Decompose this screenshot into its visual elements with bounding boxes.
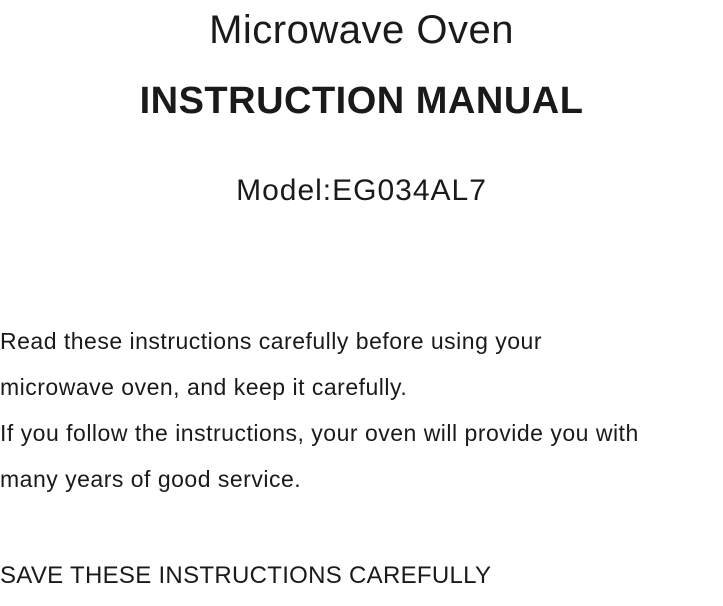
document-title: INSTRUCTION MANUAL bbox=[0, 80, 723, 123]
model-number: Model:EG034AL7 bbox=[0, 174, 723, 208]
intro-line: Read these instructions carefully before… bbox=[0, 318, 723, 364]
save-instructions-line: SAVE THESE INSTRUCTIONS CAREFULLY bbox=[0, 562, 723, 590]
manual-cover-page: Microwave Oven INSTRUCTION MANUAL Model:… bbox=[0, 0, 723, 606]
product-name: Microwave Oven bbox=[0, 8, 723, 53]
intro-line: If you follow the instructions, your ove… bbox=[0, 410, 723, 456]
intro-line: many years of good service. bbox=[0, 456, 723, 502]
intro-paragraph: Read these instructions carefully before… bbox=[0, 318, 723, 502]
intro-line: microwave oven, and keep it carefully. bbox=[0, 364, 723, 410]
